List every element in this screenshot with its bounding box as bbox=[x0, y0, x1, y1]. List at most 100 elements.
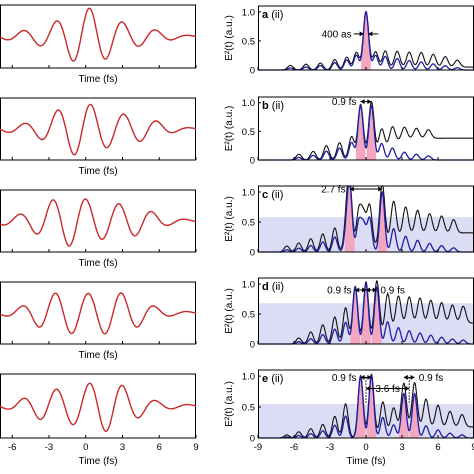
x-tick-label: 6 bbox=[157, 442, 162, 453]
panel-sub-label: (ii) bbox=[271, 9, 283, 21]
panel-sub-label: (ii) bbox=[272, 281, 284, 293]
pulse-fill bbox=[355, 376, 366, 438]
spacing-arrow-right-head bbox=[366, 287, 370, 293]
y-tick-label: 0.5 bbox=[242, 36, 255, 47]
x-tick-label: 9 bbox=[193, 442, 198, 453]
field-panel-2: Time (fs) bbox=[0, 97, 197, 177]
field-panel-3: Time (fs) bbox=[0, 189, 197, 269]
pulse-fill bbox=[409, 393, 420, 438]
x-tick-label: -6 bbox=[290, 442, 298, 453]
field-panel-4: Time (fs) bbox=[0, 281, 197, 361]
y-axis-label: E²(t) (a.u.) bbox=[224, 106, 235, 152]
y-tick-label: 0 bbox=[250, 434, 255, 445]
spacing-arrow-right-head bbox=[372, 287, 377, 293]
y-tick-label: 1.0 bbox=[242, 372, 255, 383]
panel-sub-label: (ii) bbox=[271, 373, 283, 385]
spacing-annotation-left: 0.9 fs bbox=[327, 286, 351, 297]
pulse-fill bbox=[350, 287, 360, 344]
panel-frame bbox=[258, 96, 474, 161]
spacing-arrow-left-head bbox=[367, 374, 372, 380]
total-intensity-trace bbox=[258, 100, 474, 161]
spacing-arrow-head bbox=[349, 186, 354, 192]
field-trace bbox=[0, 198, 197, 247]
field-trace bbox=[0, 382, 197, 433]
x-axis-label: Time (fs) bbox=[78, 258, 117, 269]
spacing-annotation: 0.9 fs bbox=[332, 97, 356, 108]
x-tick-label: 9 bbox=[471, 442, 474, 453]
spacing-arrow-right-head bbox=[403, 374, 408, 380]
y-axis-label: E²(t) (a.u.) bbox=[224, 15, 235, 61]
field-trace bbox=[0, 292, 197, 335]
spacing-annotation-left: 0.9 fs bbox=[332, 373, 356, 384]
spacing-annotation-right: 0.9 fs bbox=[419, 373, 443, 384]
x-tick-label: 0 bbox=[363, 442, 368, 453]
y-tick-label: 0 bbox=[250, 248, 255, 259]
x-axis-label: Time (fs) bbox=[78, 350, 117, 361]
panel-label: b (ii) bbox=[262, 100, 284, 112]
spacing-arrow-left-head bbox=[355, 287, 360, 293]
y-tick-label: 0.5 bbox=[242, 127, 255, 138]
y-tick-label: 1.0 bbox=[242, 7, 255, 18]
field-trace bbox=[0, 7, 197, 62]
spacing-arrow-left-head bbox=[362, 287, 366, 293]
x-tick-label: 3 bbox=[399, 442, 404, 453]
panel-label: d (ii) bbox=[262, 281, 284, 293]
arrow-left-head bbox=[359, 31, 364, 37]
pulse-fill bbox=[355, 105, 366, 160]
pulse-fill bbox=[366, 376, 377, 438]
y-tick-label: 0 bbox=[250, 340, 255, 351]
arrow-right-head bbox=[368, 31, 373, 37]
spacing-annotation-right: 0.9 fs bbox=[380, 286, 404, 297]
x-tick-label: -3 bbox=[326, 442, 334, 453]
field-panel-5: -6 -3 0 3 6 9 Time (fs) bbox=[0, 373, 199, 467]
x-axis-label: Time (fs) bbox=[78, 166, 117, 177]
x-tick-label: 0 bbox=[83, 442, 88, 453]
pulse-fill bbox=[361, 11, 371, 71]
y-tick-label: 1.0 bbox=[242, 280, 255, 291]
panel-letter: d bbox=[262, 281, 272, 293]
intensity-panel-b: 0 0.5 1.0 E²(t) (a.u.) b (ii) 0.9 fs bbox=[224, 96, 474, 167]
width-annotation: 400 as bbox=[322, 29, 352, 40]
panel-letter: c bbox=[262, 189, 271, 201]
intensity-panel-d: 0 0.5 1.0 E²(t) (a.u.) d (ii) 0.9 fs 0.9 fs bbox=[224, 277, 474, 351]
intensity-panel-e: 0 0.5 1.0 E²(t) (a.u.) e (ii) 0.9 fs 3.6 fs 0.9… bbox=[224, 369, 474, 467]
spacing-annotation: 2.7 fs bbox=[321, 185, 345, 196]
pulse-fill bbox=[377, 192, 387, 252]
x-axis-label: Time (fs) bbox=[78, 456, 117, 467]
x-axis-label: Time (fs) bbox=[346, 456, 385, 467]
y-tick-label: 0 bbox=[250, 156, 255, 167]
y-axis-label: E²(t) (a.u.) bbox=[224, 381, 235, 427]
spacing-arrow-head bbox=[378, 186, 383, 192]
spacing-arrow-right-head bbox=[410, 374, 415, 380]
y-axis-label: E²(t) (a.u.) bbox=[224, 288, 235, 334]
pulse-fill bbox=[399, 393, 409, 438]
panel-frame bbox=[0, 97, 196, 161]
spacing-arrow-left-head bbox=[360, 374, 365, 380]
field-panel-1: Time (fs) bbox=[0, 4, 197, 85]
intensity-panel-a: 0 0.5 1.0 E²(t) (a.u.) a (ii) 400 as bbox=[224, 5, 474, 77]
spacing-arrow-mid-head bbox=[366, 386, 370, 392]
y-tick-label: 1.0 bbox=[242, 188, 255, 199]
intensity-panel-c: 0 0.5 1.0 E²(t) (a.u.) c (ii) 2.7 fs bbox=[224, 185, 474, 259]
panel-letter: e bbox=[262, 373, 271, 385]
spacing-annotation-mid: 3.6 fs bbox=[375, 384, 399, 395]
x-axis-label: Time (fs) bbox=[78, 74, 117, 85]
spacing-arrow-head bbox=[360, 99, 365, 105]
y-tick-label: 0.5 bbox=[242, 403, 255, 414]
panel-label: e (ii) bbox=[262, 373, 283, 385]
panel-sub-label: (ii) bbox=[272, 100, 284, 112]
spacing-arrow-mid-head bbox=[405, 386, 410, 392]
panel-label: a (ii) bbox=[262, 9, 283, 21]
y-axis-label: E²(t) (a.u.) bbox=[224, 196, 235, 242]
pulse-fill bbox=[361, 284, 371, 344]
shaded-band bbox=[258, 217, 474, 252]
x-tick-label: -3 bbox=[45, 442, 53, 453]
panel-frame bbox=[0, 189, 196, 253]
y-tick-label: 0.5 bbox=[242, 218, 255, 229]
panel-sub-label: (ii) bbox=[271, 189, 283, 201]
y-tick-label: 0.5 bbox=[242, 310, 255, 321]
x-tick-label: 3 bbox=[120, 442, 125, 453]
panel-letter: a bbox=[262, 9, 271, 21]
field-trace bbox=[0, 103, 197, 156]
